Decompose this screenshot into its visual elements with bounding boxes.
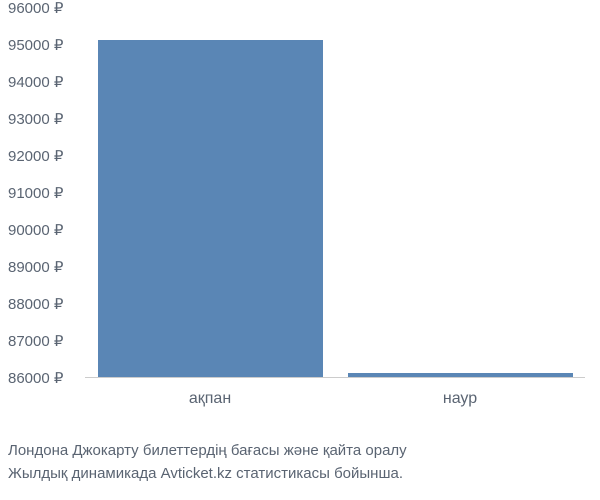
y-tick-label: 94000 ₽ <box>0 73 85 91</box>
y-tick-label: 92000 ₽ <box>0 147 85 165</box>
y-tick-label: 93000 ₽ <box>0 110 85 128</box>
y-tick-label: 86000 ₽ <box>0 369 85 387</box>
y-tick-label: 96000 ₽ <box>0 0 85 17</box>
y-tick-label: 90000 ₽ <box>0 221 85 239</box>
x-tick-label: ақпан <box>189 390 231 408</box>
y-axis: 86000 ₽87000 ₽88000 ₽89000 ₽90000 ₽91000… <box>0 8 85 378</box>
y-tick-label: 89000 ₽ <box>0 258 85 276</box>
bar <box>348 373 573 377</box>
y-tick-label: 95000 ₽ <box>0 36 85 54</box>
bar <box>98 40 323 377</box>
chart-caption: Лондона Джокарту билеттердің бағасы және… <box>8 440 407 485</box>
y-tick-label: 91000 ₽ <box>0 184 85 202</box>
y-tick-label: 88000 ₽ <box>0 295 85 313</box>
x-axis: ақпан наур <box>85 390 585 420</box>
caption-line-1: Лондона Джокарту билеттердің бағасы және… <box>8 440 407 463</box>
caption-line-2: Жылдық динамикада Avticket.kz статистика… <box>8 463 407 486</box>
x-tick-label: наур <box>443 390 477 408</box>
price-chart: 86000 ₽ 87000 ₽ 88000 ₽ 89000 ₽ 90000 ₽ 91000… <box>0 0 600 420</box>
y-tick-label: 87000 ₽ <box>0 332 85 350</box>
plot-area <box>85 8 585 378</box>
